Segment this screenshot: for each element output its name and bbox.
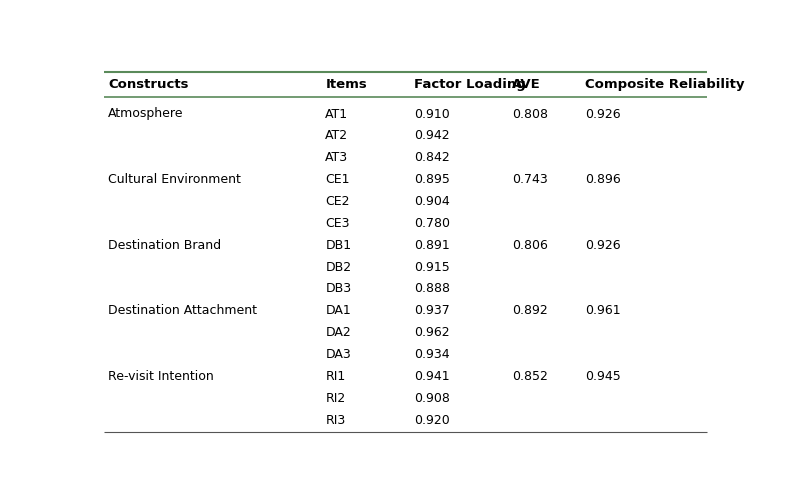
Text: RI1: RI1 [325,370,345,383]
Text: 0.891: 0.891 [414,239,450,252]
Text: 0.920: 0.920 [414,414,450,427]
Text: 0.941: 0.941 [414,370,450,383]
Text: Atmosphere: Atmosphere [108,107,183,121]
Text: Composite Reliability: Composite Reliability [585,78,745,91]
Text: 0.888: 0.888 [414,283,450,295]
Text: 0.743: 0.743 [512,173,547,186]
Text: Items: Items [325,78,367,91]
Text: 0.808: 0.808 [512,107,548,121]
Text: 0.896: 0.896 [585,173,621,186]
Text: DB1: DB1 [325,239,352,252]
Text: 0.926: 0.926 [585,239,621,252]
Text: 0.961: 0.961 [585,305,621,317]
Text: Destination Brand: Destination Brand [108,239,221,252]
Text: 0.915: 0.915 [414,261,450,274]
Text: DB3: DB3 [325,283,352,295]
Text: AVE: AVE [512,78,541,91]
Text: AT3: AT3 [325,151,348,164]
Text: 0.934: 0.934 [414,348,450,361]
Text: 0.895: 0.895 [414,173,450,186]
Text: 0.908: 0.908 [414,392,450,405]
Text: Factor Loading: Factor Loading [414,78,526,91]
Text: 0.942: 0.942 [414,129,450,142]
Text: CE3: CE3 [325,217,350,230]
Text: AT2: AT2 [325,129,348,142]
Text: 0.962: 0.962 [414,326,450,339]
Text: DA2: DA2 [325,326,351,339]
Text: 0.904: 0.904 [414,195,450,208]
Text: DA1: DA1 [325,305,351,317]
Text: Constructs: Constructs [108,78,189,91]
Text: 0.842: 0.842 [414,151,450,164]
Text: DA3: DA3 [325,348,351,361]
Text: 0.926: 0.926 [585,107,621,121]
Text: RI2: RI2 [325,392,345,405]
Text: CE2: CE2 [325,195,350,208]
Text: DB2: DB2 [325,261,352,274]
Text: RI3: RI3 [325,414,345,427]
Text: 0.945: 0.945 [585,370,621,383]
Text: 0.937: 0.937 [414,305,450,317]
Text: 0.852: 0.852 [512,370,548,383]
Text: 0.780: 0.780 [414,217,450,230]
Text: Destination Attachment: Destination Attachment [108,305,257,317]
Text: 0.806: 0.806 [512,239,548,252]
Text: Cultural Environment: Cultural Environment [108,173,241,186]
Text: Re-visit Intention: Re-visit Intention [108,370,213,383]
Text: AT1: AT1 [325,107,348,121]
Text: 0.910: 0.910 [414,107,450,121]
Text: CE1: CE1 [325,173,350,186]
Text: 0.892: 0.892 [512,305,547,317]
